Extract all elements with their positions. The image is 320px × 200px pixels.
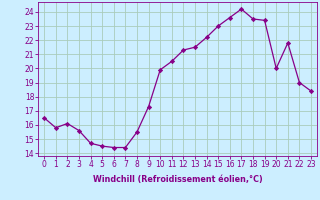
X-axis label: Windchill (Refroidissement éolien,°C): Windchill (Refroidissement éolien,°C) xyxy=(93,175,262,184)
